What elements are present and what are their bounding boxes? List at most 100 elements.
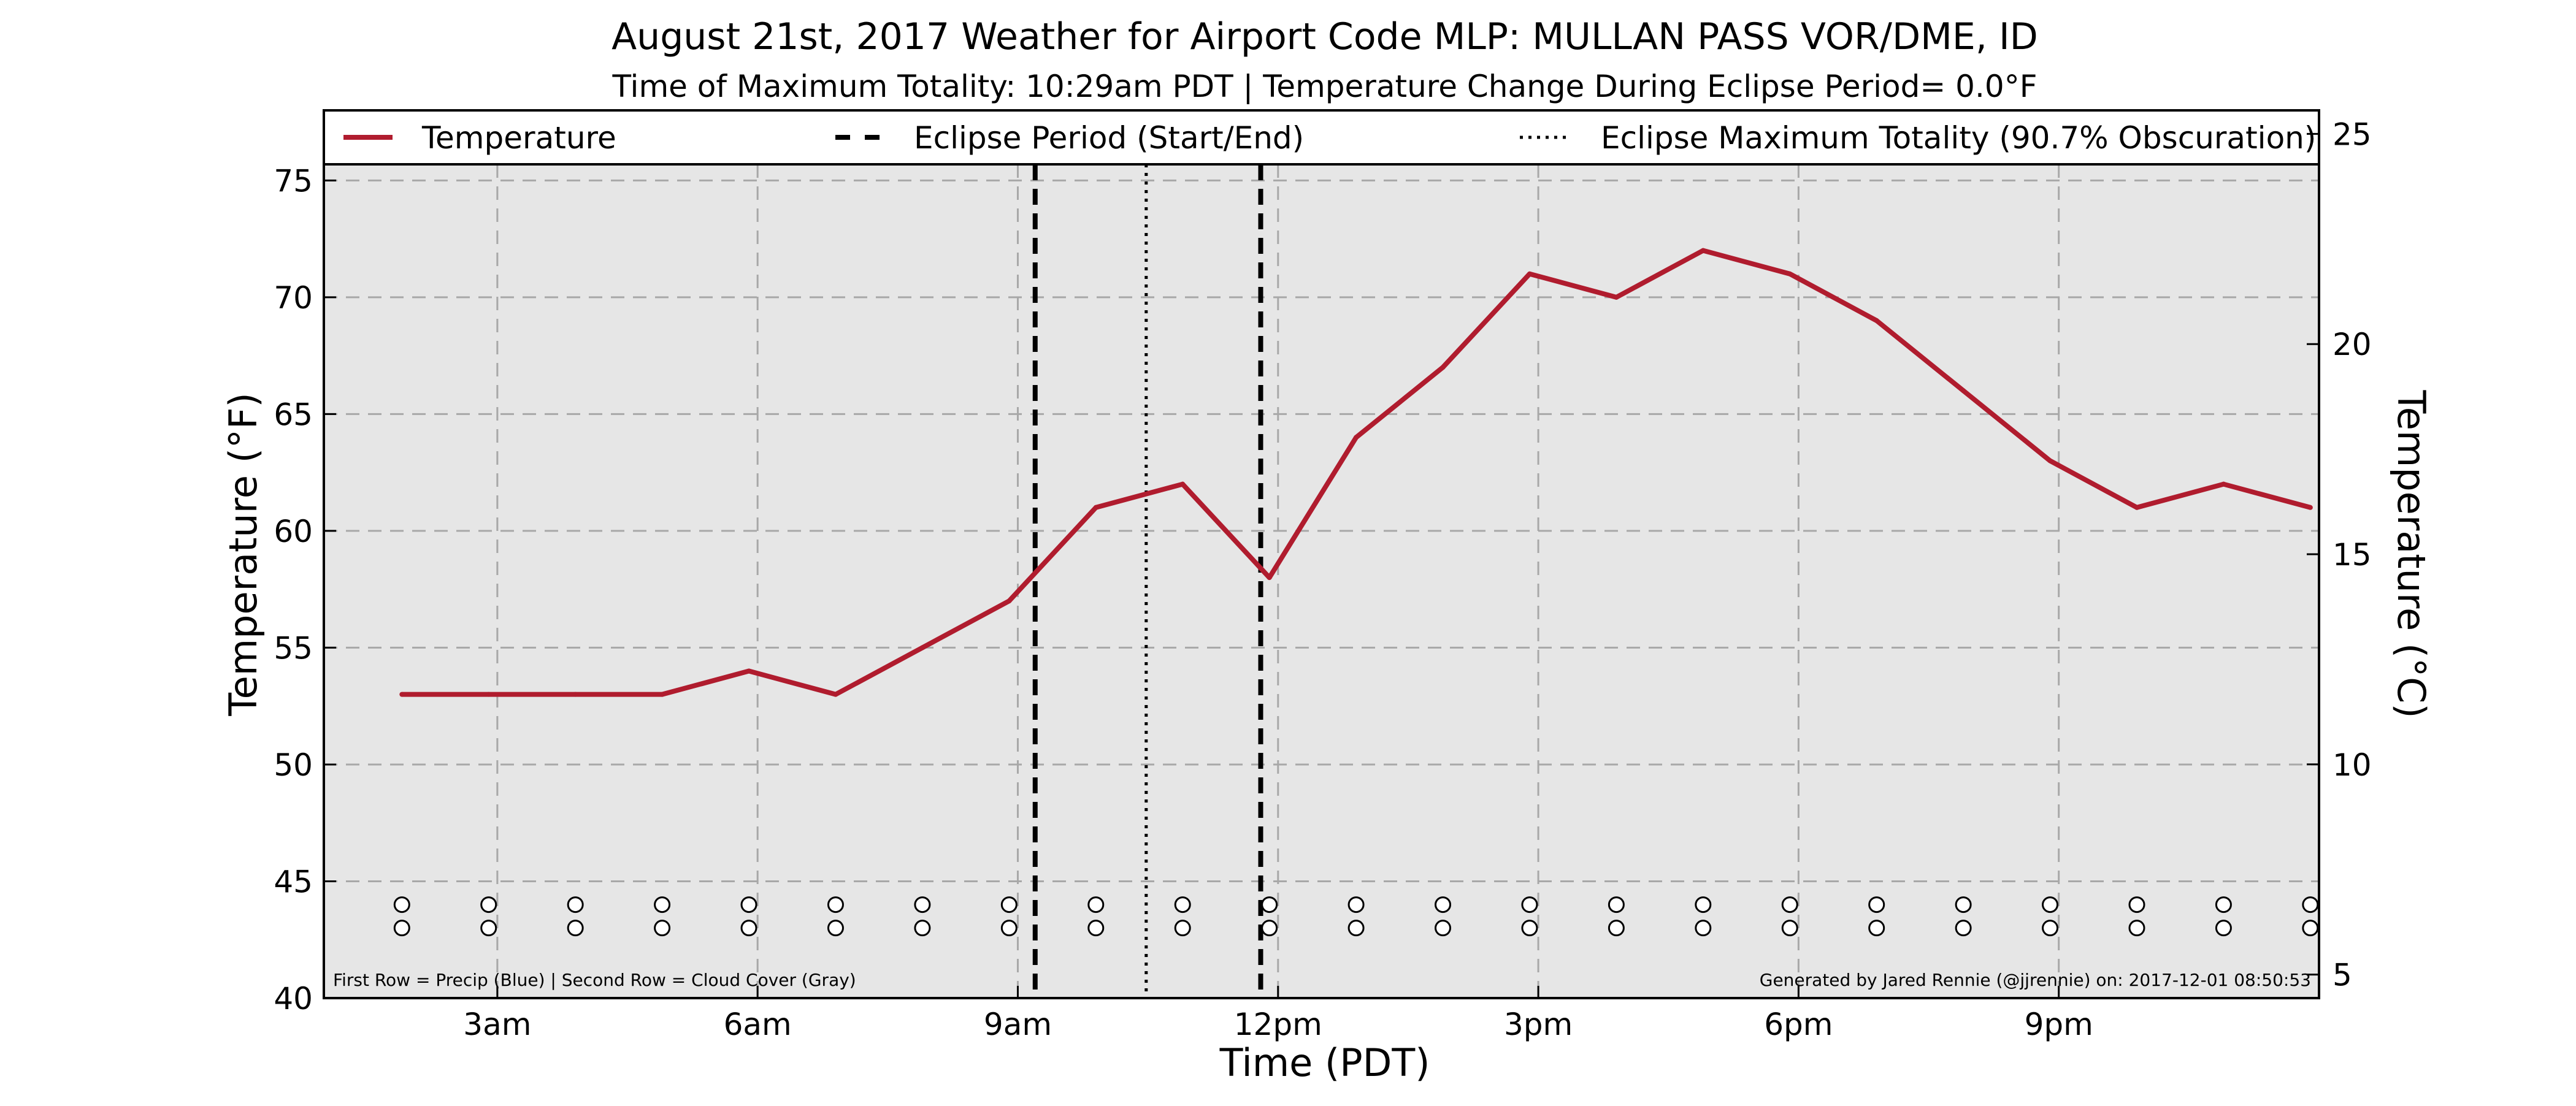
cloud-cover-marker [1087,920,1105,937]
eclipse-layer [1032,164,1263,998]
x-axis-label: Time (PDT) [1219,1040,1430,1085]
x-tick-label: 3pm [1504,1007,1573,1042]
precip-marker [2215,896,2232,913]
precip-marker [1521,896,1538,913]
series-layer [399,248,2313,697]
x-tick-label: 12pm [1234,1007,1322,1042]
x-tick-label: 9am [984,1007,1052,1042]
cloud-cover-marker [1521,920,1538,937]
temperature-point [573,692,578,697]
temperature-point [1874,318,1879,323]
cloud-cover-marker [2128,920,2145,937]
cloud-cover-marker [827,920,844,937]
precip-marker [740,896,757,913]
y-right-tick-label: 10 [2333,747,2372,783]
axis-layer: 40 45 50 55 60 65 70 75 3am 6am 9am 12pm 3pm 6pm 9pm 5 1… [274,116,2371,1042]
temperature-point [1700,248,1706,253]
temperature-point [486,692,491,697]
precip-marker [1261,896,1278,913]
marker-layer [393,896,2319,937]
cloud-cover-marker [1174,920,1191,937]
footnote-right: Generated by Jared Rennie (@jjrennie) on… [1760,970,2311,990]
cloud-cover-marker [1781,920,1798,937]
cloud-cover-marker [1868,920,1885,937]
chart-title: August 21st, 2017 Weather for Airport Co… [611,15,2038,58]
y-tick-label: 60 [274,514,313,549]
y-tick-label: 70 [274,280,313,316]
x-tick-label: 6am [724,1007,792,1042]
precip-marker [1435,896,1452,913]
temperature-point [1093,505,1098,510]
precip-marker [1868,896,1885,913]
precip-marker [2042,896,2059,913]
legend-label: Eclipse Maximum Totality (90.7% Obscurat… [1601,120,2316,156]
temperature-point [659,692,665,697]
x-tick-label: 3am [463,1007,531,1042]
precip-marker [393,896,410,913]
legend-label: Eclipse Period (Start/End) [914,120,1304,156]
cloud-cover-marker [2302,920,2319,937]
precip-marker [567,896,584,913]
y-axis-label-right: Temperature (°C) [2389,389,2434,718]
temperature-point [919,645,925,650]
cloud-cover-marker [2215,920,2232,937]
cloud-cover-marker [740,920,757,937]
y-right-tick-label: 5 [2333,958,2352,993]
temperature-point [1527,271,1532,276]
precip-marker [1781,896,1798,913]
plot-background [324,164,2319,998]
y-right-tick-label: 15 [2333,537,2372,573]
temperature-point [399,692,405,697]
cloud-cover-marker [654,920,671,937]
precip-marker [1174,896,1191,913]
y-right-tick-label: 25 [2333,116,2372,152]
precip-marker [1955,896,1972,913]
cloud-cover-marker [1347,920,1365,937]
precip-marker [1608,896,1625,913]
temperature-point [1614,294,1619,300]
precip-marker [1695,896,1712,913]
precip-marker [654,896,671,913]
y-tick-label: 50 [274,747,313,783]
temperature-point [2307,505,2313,510]
cloud-cover-marker [1435,920,1452,937]
temperature-point [833,692,838,697]
precip-marker [1087,896,1105,913]
y-right-tick-label: 20 [2333,327,2372,362]
cloud-cover-marker [2042,920,2059,937]
temperature-point [2134,505,2139,510]
cloud-cover-marker [1608,920,1625,937]
cloud-cover-marker [1000,920,1018,937]
cloud-cover-marker [1695,920,1712,937]
precip-marker [480,896,497,913]
y-tick-label: 45 [274,864,313,899]
temperature-point [1180,481,1186,487]
y-tick-label: 55 [274,630,313,666]
precip-marker [2302,896,2319,913]
y-axis-label: Temperature (°F) [221,392,266,716]
temperature-point [1440,365,1446,370]
temperature-point [2221,481,2226,487]
precip-marker [2128,896,2145,913]
precip-marker [1000,896,1018,913]
precip-marker [827,896,844,913]
x-tick-label: 9pm [2025,1007,2093,1042]
precip-marker [1347,896,1365,913]
temperature-point [1006,598,1012,604]
cloud-cover-marker [393,920,410,937]
y-tick-label: 40 [274,981,313,1016]
cloud-cover-marker [480,920,497,937]
temperature-point [1787,271,1793,276]
cloud-cover-marker [1261,920,1278,937]
temperature-point [2047,458,2053,463]
temperature-point [746,668,752,674]
cloud-cover-marker [1955,920,1972,937]
cloud-cover-marker [914,920,931,937]
footnote-left: First Row = Precip (Blue) | Second Row =… [333,970,856,990]
legend-label: Temperature [421,120,616,156]
precip-marker [914,896,931,913]
y-tick-label: 75 [274,163,313,199]
cloud-cover-marker [567,920,584,937]
